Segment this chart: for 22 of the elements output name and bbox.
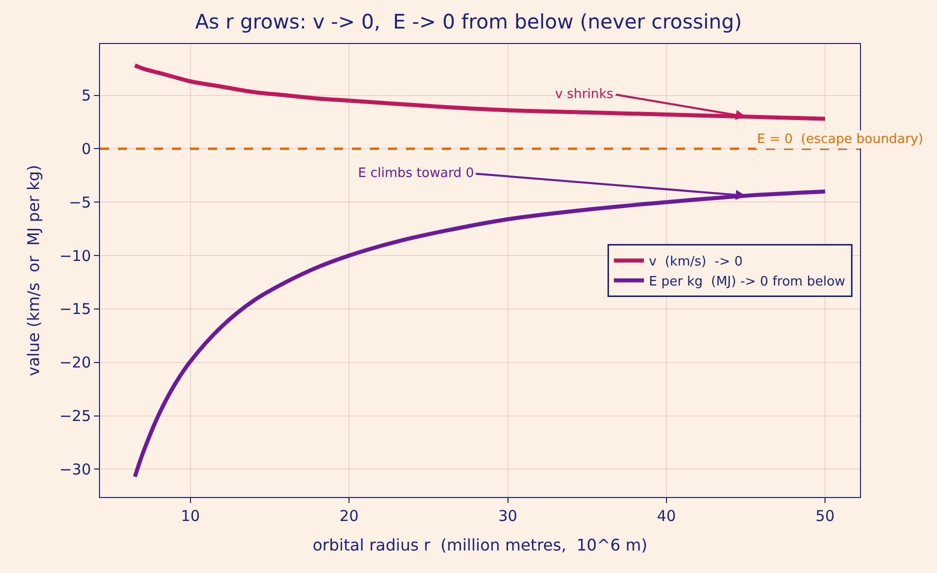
- x-tick-label: 20: [340, 507, 359, 525]
- y-axis-title: value (km/s or MJ per kg): [24, 164, 44, 376]
- annotation: E climbs toward 0: [358, 166, 474, 181]
- x-tick-label: 50: [816, 507, 835, 525]
- x-axis-title: orbital radius r (million metres, 10^6 m): [312, 536, 648, 555]
- x-tick-label: 10: [180, 507, 200, 525]
- annotation: v shrinks: [555, 87, 614, 102]
- y-tick-label: −30: [59, 460, 91, 478]
- y-tick-label: −15: [59, 300, 91, 318]
- ref-line-label: E = 0 (escape boundary): [757, 132, 924, 147]
- line-series: [132, 63, 828, 121]
- chart-title: As r grows: v -> 0, E -> 0 from below (never crossing): [195, 9, 742, 34]
- y-tick-label: −25: [59, 407, 91, 426]
- x-tick-label: 40: [656, 507, 676, 525]
- y-tick-label: 5: [81, 86, 91, 105]
- y-tick-label: −5: [68, 193, 91, 212]
- legend-label: v (km/s) -> 0: [648, 254, 743, 270]
- y-tick-label: −10: [59, 246, 91, 265]
- y-tick-label: 0: [81, 140, 91, 158]
- legend-label: E per kg (MJ) -> 0 from below: [648, 274, 846, 290]
- y-tick-label: −20: [59, 354, 91, 372]
- x-tick-label: 30: [498, 507, 518, 525]
